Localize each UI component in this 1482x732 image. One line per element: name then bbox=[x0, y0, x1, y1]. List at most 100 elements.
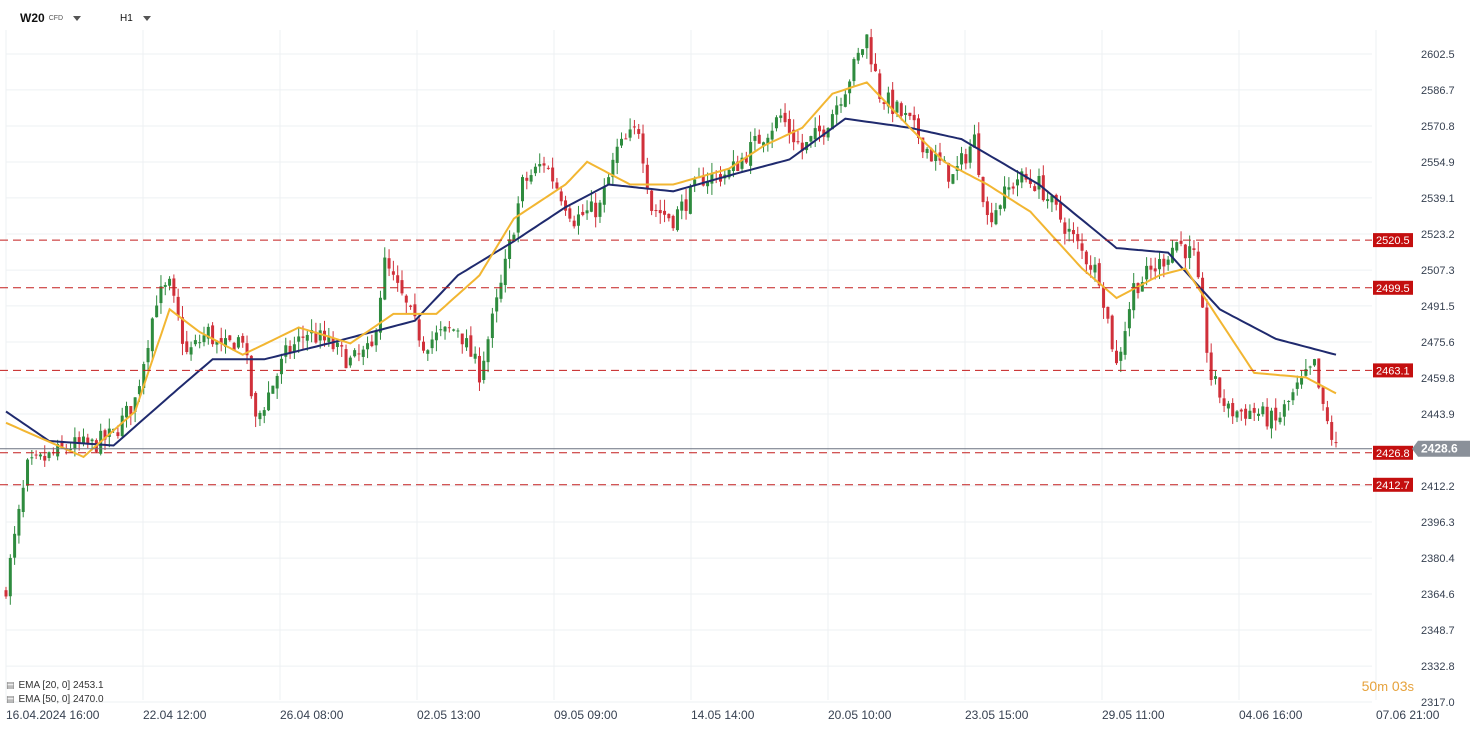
candle-body bbox=[219, 338, 223, 344]
instrument-selector[interactable]: W20 CFD bbox=[20, 8, 82, 28]
candle-body bbox=[762, 142, 766, 147]
candle-body bbox=[706, 181, 710, 187]
candle-body bbox=[490, 313, 494, 339]
candle-body bbox=[650, 190, 654, 211]
candle-body bbox=[1334, 442, 1338, 444]
candle-body bbox=[447, 327, 451, 329]
candle-body bbox=[439, 329, 443, 331]
candle-body bbox=[624, 138, 628, 140]
candle-body bbox=[1097, 263, 1101, 286]
candles bbox=[4, 28, 1338, 605]
candle-body bbox=[1252, 407, 1256, 413]
candle-body bbox=[770, 130, 774, 140]
candle-body bbox=[1093, 264, 1097, 273]
candle-body bbox=[374, 330, 378, 346]
candle-body bbox=[594, 202, 598, 218]
candle-body bbox=[370, 341, 374, 347]
y-axis-tick-label: 2602.5 bbox=[1421, 49, 1455, 61]
candle-body bbox=[1196, 251, 1200, 278]
candle-body bbox=[150, 318, 154, 352]
candle-body bbox=[215, 340, 219, 345]
candle-body bbox=[1114, 350, 1118, 364]
candle-body bbox=[1175, 242, 1179, 251]
candle-body bbox=[615, 146, 619, 163]
candle-body bbox=[284, 345, 288, 357]
legend-ema50-label: EMA [50, 0] 2470.0 bbox=[18, 694, 104, 705]
candle-body bbox=[159, 286, 163, 304]
candle-body bbox=[873, 63, 877, 72]
candle-body bbox=[30, 457, 34, 459]
y-axis-tick-label: 2475.6 bbox=[1421, 337, 1455, 349]
candle-body bbox=[383, 257, 387, 300]
candle-body bbox=[1020, 171, 1024, 183]
candle-body bbox=[327, 335, 331, 342]
y-axis-tick-label: 2332.8 bbox=[1421, 661, 1455, 673]
candle-body bbox=[129, 406, 133, 415]
candle-body bbox=[1089, 265, 1093, 270]
candle-body bbox=[1166, 259, 1170, 265]
candle-body bbox=[693, 179, 697, 187]
candle-body bbox=[137, 386, 141, 395]
timeframe-selector[interactable]: H1 bbox=[120, 8, 151, 28]
candle-body bbox=[572, 220, 576, 227]
candle-body bbox=[245, 343, 249, 356]
candle-body bbox=[869, 37, 873, 65]
x-axis-tick-label: 02.05 13:00 bbox=[417, 708, 481, 722]
candle-body bbox=[400, 280, 404, 294]
candle-body bbox=[146, 347, 150, 363]
candle-body bbox=[1183, 244, 1187, 259]
candle-body bbox=[602, 187, 606, 205]
candle-body bbox=[564, 200, 568, 211]
candle-body bbox=[891, 89, 895, 114]
candle-body bbox=[340, 345, 344, 347]
x-axis-tick-label: 14.05 14:00 bbox=[691, 708, 755, 722]
indicator-settings-icon[interactable]: ▤ bbox=[6, 694, 15, 704]
chevron-down-icon bbox=[142, 15, 151, 21]
candle-body bbox=[921, 137, 925, 153]
candle-body bbox=[1132, 283, 1136, 311]
x-axis-tick-label: 16.04.2024 16:00 bbox=[6, 708, 100, 722]
candle-body bbox=[409, 305, 413, 307]
candle-body bbox=[899, 103, 903, 116]
candle-body bbox=[1330, 422, 1334, 440]
x-axis-tick-label: 29.05 11:00 bbox=[1102, 708, 1165, 722]
candle-body bbox=[960, 153, 964, 165]
candle-body bbox=[985, 201, 989, 216]
candle-body bbox=[886, 92, 890, 107]
candle-body bbox=[1312, 359, 1316, 366]
candle-body bbox=[1265, 406, 1269, 427]
candle-body bbox=[1067, 228, 1071, 232]
candle-body bbox=[262, 410, 266, 416]
candle-body bbox=[830, 114, 834, 130]
countdown-minutes-unit: m bbox=[1377, 679, 1389, 694]
timeframe-label: H1 bbox=[120, 12, 133, 24]
candle-body bbox=[422, 341, 426, 351]
candle-body bbox=[620, 138, 624, 146]
candle-body bbox=[516, 203, 520, 233]
candle-body bbox=[632, 126, 636, 128]
candle-body bbox=[1110, 315, 1114, 350]
candle-body bbox=[645, 164, 649, 190]
x-axis-tick-label: 20.05 10:00 bbox=[828, 708, 892, 722]
candle-body bbox=[1188, 246, 1192, 258]
candle-body bbox=[568, 208, 572, 219]
candle-body bbox=[1325, 407, 1329, 422]
y-axis-tick-label: 2491.5 bbox=[1421, 301, 1455, 313]
candle-body bbox=[1162, 258, 1166, 267]
candle-body bbox=[1308, 366, 1312, 368]
candle-body bbox=[1192, 248, 1196, 250]
candle-body bbox=[951, 174, 955, 184]
legend-ema50[interactable]: ▤ EMA [50, 0] 2470.0 bbox=[6, 694, 104, 705]
current-price-label: 2428.6 bbox=[1421, 442, 1458, 456]
candle-body bbox=[1291, 392, 1295, 401]
candle-body bbox=[224, 338, 228, 347]
candle-body bbox=[878, 73, 882, 99]
candle-body bbox=[348, 357, 352, 366]
candle-body bbox=[404, 295, 408, 303]
legend-ema20[interactable]: ▤ EMA [20, 0] 2453.1 bbox=[6, 680, 104, 691]
indicator-settings-icon[interactable]: ▤ bbox=[6, 680, 15, 690]
candle-body bbox=[1145, 265, 1149, 280]
candle-body bbox=[675, 209, 679, 231]
candle-body bbox=[1102, 287, 1106, 308]
